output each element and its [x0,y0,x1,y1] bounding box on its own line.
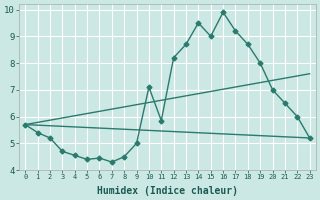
X-axis label: Humidex (Indice chaleur): Humidex (Indice chaleur) [97,186,238,196]
